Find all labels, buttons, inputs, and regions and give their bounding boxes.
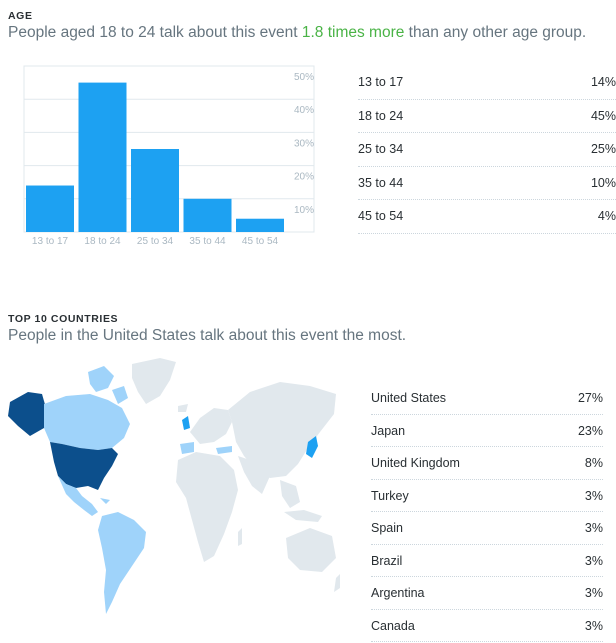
map-indonesia — [284, 510, 322, 522]
age-table-label: 35 to 44 — [358, 175, 404, 190]
country-table-label: Spain — [371, 521, 403, 535]
age-bar-chart: 10% 20% 30% 40% 50% 13 to 17 18 to 24 25 to 34 3… — [23, 65, 315, 247]
map-canada — [44, 394, 130, 450]
bar-18-to-24[interactable] — [78, 82, 127, 232]
countries-section-subtitle: People in the United States talk about t… — [8, 327, 407, 344]
y-tick-label: 30% — [294, 138, 314, 149]
age-subtitle-post: than any other age group. — [404, 24, 587, 41]
country-table-label: Brazil — [371, 553, 403, 568]
map-greenland — [132, 358, 176, 404]
country-table-value: 3% — [584, 586, 603, 600]
bar-45-to-54[interactable] — [236, 218, 284, 232]
country-table-row: United States 27% — [371, 382, 603, 415]
country-table-label: United Kingdom — [371, 456, 460, 470]
country-table-value: 27% — [577, 391, 603, 405]
age-table-value: 4% — [597, 209, 616, 223]
age-section-title: AGE — [8, 10, 33, 22]
map-europe — [190, 408, 232, 444]
map-canada-islands-2 — [112, 386, 128, 404]
map-japan — [306, 436, 318, 458]
age-section-subtitle: People aged 18 to 24 talk about this eve… — [8, 24, 586, 42]
age-table-row: 45 to 54 4% — [358, 200, 616, 234]
country-table-label: Japan — [371, 423, 406, 438]
map-alaska — [8, 392, 46, 436]
age-table-label: 13 to 17 — [358, 75, 404, 89]
map-south-america — [98, 512, 146, 614]
age-table-label: 45 to 54 — [358, 209, 404, 223]
x-tick-label: 45 to 54 — [242, 236, 279, 247]
country-table-row: Argentina 3% — [371, 577, 603, 610]
map-spain — [180, 442, 194, 454]
bar-35-to-44[interactable] — [183, 198, 232, 232]
country-table-row: Japan 23% — [371, 415, 603, 447]
x-tick-label: 25 to 34 — [137, 236, 174, 247]
map-canada-islands — [88, 366, 114, 392]
age-table-value: 10% — [590, 175, 616, 190]
age-table-value: 45% — [590, 108, 616, 123]
x-tick-label: 35 to 44 — [189, 236, 226, 247]
bar-25-to-34[interactable] — [131, 149, 179, 232]
country-table-label: Turkey — [371, 488, 409, 503]
country-table-value: 23% — [577, 423, 603, 438]
age-table-row: 25 to 34 25% — [358, 133, 616, 167]
age-table-value: 14% — [590, 75, 616, 89]
y-tick-label: 20% — [294, 172, 314, 183]
map-caribbean — [100, 498, 110, 504]
map-africa — [176, 452, 238, 562]
age-table-label: 25 to 34 — [358, 142, 404, 156]
countries-table: United States 27% Japan 23% United Kingdom 8%… — [371, 382, 603, 642]
age-table-row: 18 to 24 45% — [358, 100, 616, 133]
map-iceland — [178, 404, 188, 412]
countries-section-title: TOP 10 COUNTRIES — [8, 313, 119, 325]
country-table-label: Canada — [371, 618, 415, 633]
map-madagascar — [238, 528, 242, 546]
age-table-row: 35 to 44 10% — [358, 167, 616, 200]
map-usa — [50, 442, 118, 490]
country-table-label: Argentina — [371, 586, 425, 600]
map-turkey — [216, 446, 232, 454]
age-subtitle-pre: People aged 18 to 24 talk about this eve… — [8, 24, 302, 41]
map-mexico — [58, 476, 98, 516]
bar-13-to-17[interactable] — [26, 185, 74, 232]
world-map — [8, 358, 340, 614]
x-tick-label: 18 to 24 — [84, 236, 121, 247]
age-table-value: 25% — [590, 142, 616, 156]
age-table-label: 18 to 24 — [358, 108, 404, 123]
map-asia — [228, 382, 336, 478]
age-table: 13 to 17 14% 18 to 24 45% 25 to 34 25% 35 to 4… — [358, 66, 616, 234]
country-table-row: Turkey 3% — [371, 480, 603, 512]
y-tick-label: 40% — [294, 105, 314, 116]
country-table-label: United States — [371, 391, 447, 405]
age-table-row: 13 to 17 14% — [358, 66, 616, 100]
country-table-value: 3% — [584, 618, 603, 633]
country-table-value: 3% — [584, 553, 603, 568]
country-table-value: 3% — [584, 488, 603, 503]
y-tick-label: 10% — [294, 205, 314, 216]
country-table-row: Canada 3% — [371, 610, 603, 642]
country-table-row: Spain 3% — [371, 512, 603, 545]
y-tick-label: 50% — [294, 72, 314, 83]
x-tick-label: 13 to 17 — [32, 236, 69, 247]
country-table-row: United Kingdom 8% — [371, 447, 603, 480]
map-india — [238, 456, 270, 494]
map-australia — [286, 528, 336, 572]
country-table-value: 8% — [584, 456, 603, 470]
country-table-row: Brazil 3% — [371, 545, 603, 577]
map-uk — [182, 416, 190, 430]
age-subtitle-highlight: 1.8 times more — [301, 24, 405, 41]
country-table-value: 3% — [584, 521, 603, 535]
map-new-zealand — [334, 574, 340, 592]
map-se-asia — [280, 480, 300, 508]
